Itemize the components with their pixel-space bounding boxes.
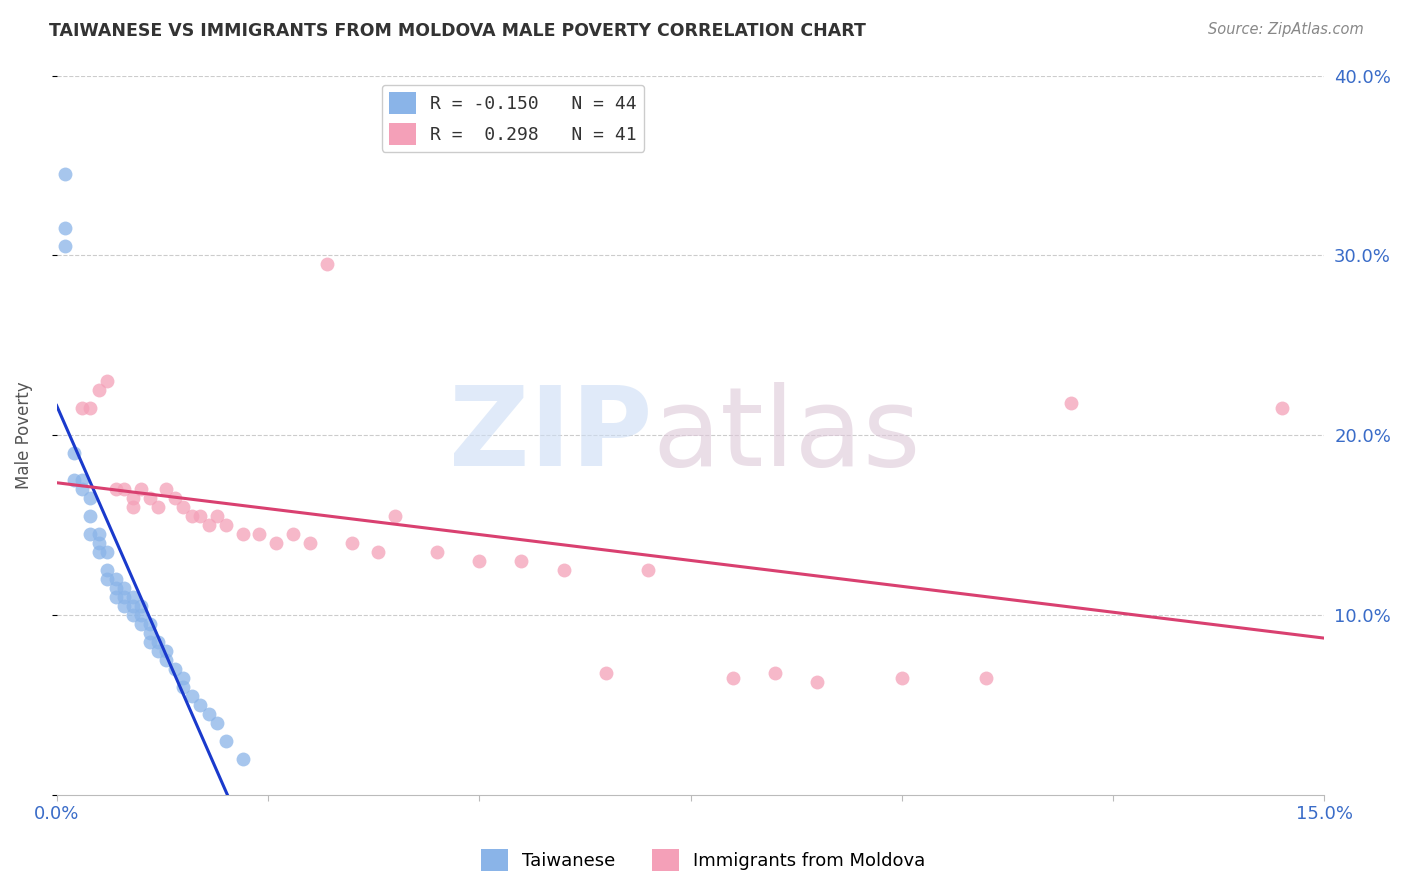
Point [53, 239, 76, 253]
Point [87, 545, 110, 559]
Point [155, 653, 177, 667]
Point [138, 491, 160, 506]
Legend: Taiwanese, Immigrants from Moldova: Taiwanese, Immigrants from Moldova [474, 842, 932, 879]
Point [121, 608, 143, 623]
Point [96, 374, 118, 388]
Point [146, 635, 169, 649]
Point [172, 500, 194, 515]
Point [129, 617, 152, 632]
Point [104, 482, 127, 496]
Point [180, 689, 202, 703]
Point [266, 536, 288, 550]
Point [163, 662, 186, 676]
Point [595, 665, 617, 680]
Point [283, 527, 305, 541]
Point [890, 671, 912, 685]
Text: TAIWANESE VS IMMIGRANTS FROM MOLDOVA MALE POVERTY CORRELATION CHART: TAIWANESE VS IMMIGRANTS FROM MOLDOVA MAL… [49, 22, 866, 40]
Point [121, 590, 143, 604]
Point [188, 698, 211, 712]
Point [79, 509, 101, 524]
Point [79, 491, 101, 506]
Point [129, 599, 152, 614]
Point [138, 635, 160, 649]
Point [62, 446, 84, 460]
Point [121, 500, 143, 515]
Point [197, 707, 219, 722]
Text: Source: ZipAtlas.com: Source: ZipAtlas.com [1208, 22, 1364, 37]
Point [249, 527, 271, 541]
Point [112, 581, 135, 595]
Point [763, 665, 786, 680]
Point [205, 716, 228, 731]
Point [299, 536, 322, 550]
Point [138, 626, 160, 640]
Legend: R = -0.150   N = 44, R =  0.298   N = 41: R = -0.150 N = 44, R = 0.298 N = 41 [381, 85, 644, 152]
Point [70, 482, 93, 496]
Point [138, 617, 160, 632]
Point [342, 536, 364, 550]
Point [155, 644, 177, 658]
Point [96, 572, 118, 586]
Point [87, 384, 110, 398]
Point [96, 545, 118, 559]
Point [70, 401, 93, 416]
Point [197, 518, 219, 533]
Point [232, 752, 254, 766]
Point [188, 509, 211, 524]
Point [468, 554, 491, 568]
Point [214, 518, 236, 533]
Point [121, 599, 143, 614]
Point [129, 608, 152, 623]
Point [112, 590, 135, 604]
Point [172, 671, 194, 685]
Point [180, 509, 202, 524]
Point [205, 509, 228, 524]
Y-axis label: Male Poverty: Male Poverty [15, 382, 32, 489]
Point [121, 491, 143, 506]
Point [62, 473, 84, 487]
Point [155, 482, 177, 496]
Point [976, 671, 998, 685]
Point [367, 545, 389, 559]
Point [129, 482, 152, 496]
Point [146, 644, 169, 658]
Point [172, 680, 194, 694]
Point [163, 491, 186, 506]
Point [146, 500, 169, 515]
Point [53, 168, 76, 182]
Point [510, 554, 533, 568]
Point [1271, 401, 1294, 416]
Point [87, 536, 110, 550]
Text: ZIP: ZIP [449, 382, 652, 489]
Point [79, 401, 101, 416]
Point [316, 257, 339, 271]
Point [53, 221, 76, 235]
Point [79, 527, 101, 541]
Point [1060, 396, 1083, 410]
Point [87, 527, 110, 541]
Point [104, 590, 127, 604]
Point [70, 473, 93, 487]
Text: atlas: atlas [652, 382, 921, 489]
Point [214, 734, 236, 748]
Point [112, 482, 135, 496]
Point [112, 599, 135, 614]
Point [96, 563, 118, 577]
Point [384, 509, 406, 524]
Point [806, 674, 828, 689]
Point [232, 527, 254, 541]
Point [104, 581, 127, 595]
Point [104, 572, 127, 586]
Point [426, 545, 449, 559]
Point [721, 671, 744, 685]
Point [553, 563, 575, 577]
Point [637, 563, 659, 577]
